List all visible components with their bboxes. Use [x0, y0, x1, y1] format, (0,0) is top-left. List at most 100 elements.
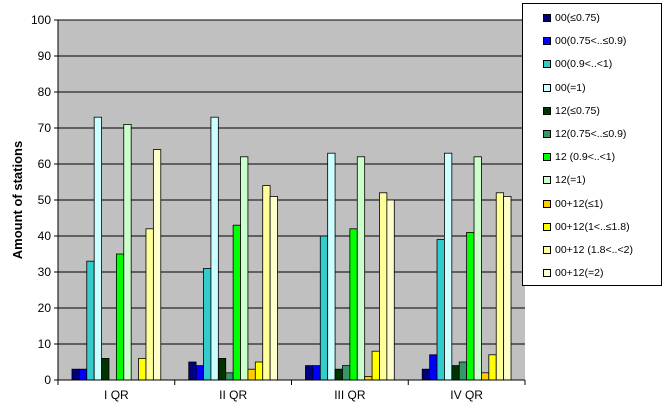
legend-item: 00+12 (1.8<..<2): [543, 243, 633, 257]
bar: [217, 357, 227, 381]
legend-label: 12(=1): [555, 174, 586, 187]
chart-legend: 00(≤0.75) 00(0.75<..≤0.9) 00(0.9<..<1) 00(=…: [522, 3, 662, 286]
bar: [451, 365, 460, 381]
y-tick-labels: 0 10 20 30 40 50 60 70 80 90 100: [31, 13, 51, 387]
bar: [342, 365, 351, 381]
bar: [188, 361, 197, 381]
y-tick-label: 30: [38, 265, 52, 279]
bar: [334, 368, 343, 381]
legend-label: 12 (0.9<..<1): [555, 151, 616, 164]
bar: [305, 365, 314, 381]
legend-label: 12(0.75<..≤0.9): [555, 128, 627, 140]
y-tick-label: 40: [38, 229, 52, 243]
y-tick-label: 80: [38, 85, 52, 99]
legend-item: 00(0.75<..≤0.9): [543, 34, 626, 48]
x-tick-label: I QR: [104, 388, 129, 402]
bar: [254, 361, 264, 381]
bar: [123, 124, 132, 381]
legend-swatch: [543, 106, 551, 115]
bar: [195, 365, 204, 381]
bar: [78, 368, 88, 381]
bar: [327, 152, 336, 381]
legend-swatch: [543, 199, 551, 208]
bar: [210, 116, 219, 381]
bar: [436, 239, 445, 381]
y-tick-label: 0: [44, 373, 51, 387]
y-tick-label: 90: [38, 49, 52, 63]
legend-swatch: [543, 83, 551, 92]
bar: [488, 354, 497, 381]
legend-item: 12(=1): [543, 173, 586, 187]
x-tick-labels: I QR II QR III QR IV QR: [104, 388, 483, 402]
bar: [93, 116, 102, 381]
legend-swatch: [543, 37, 551, 46]
bar: [247, 368, 256, 381]
y-axis-label: Amount of stations: [10, 141, 25, 259]
bar: [495, 192, 505, 381]
bar: [503, 195, 512, 381]
y-tick-label: 60: [38, 157, 52, 171]
legend-item: 00(≤0.75): [543, 11, 600, 25]
legend-label: 00(=1): [555, 81, 586, 94]
axes: [54, 19, 526, 385]
legend-item: 12(≤0.75): [543, 104, 600, 118]
bar: [466, 231, 475, 381]
y-tick-label: 70: [38, 121, 52, 135]
bar: [86, 260, 95, 381]
bar: [458, 361, 468, 381]
legend-item: 00+12(1<..≤1.8): [543, 220, 630, 234]
bar: [429, 354, 438, 381]
y-tick-label: 50: [38, 193, 52, 207]
bar: [71, 368, 80, 381]
bar: [240, 156, 249, 381]
bar: [262, 185, 271, 381]
legend-swatch: [543, 176, 551, 185]
bar: [364, 375, 373, 381]
legend-label: 00+12(1<..≤1.8): [555, 220, 630, 233]
legend-label: 00+12 (1.8<..<2): [555, 244, 633, 256]
y-tick-label: 10: [38, 337, 52, 351]
legend-item: 00+12(=2): [543, 266, 603, 280]
legend-swatch: [543, 130, 551, 138]
bar: [145, 228, 154, 381]
legend-label: 00(0.9<..<1): [555, 58, 613, 71]
bar: [152, 149, 162, 381]
x-tick-label: IV QR: [450, 388, 483, 402]
bar: [115, 253, 125, 381]
legend-label: 12(≤0.75): [555, 104, 600, 117]
legend-label: 00(0.75<..≤0.9): [555, 35, 627, 48]
bar: [444, 152, 453, 381]
bar: [421, 368, 431, 381]
y-tick-label: 100: [31, 13, 51, 27]
legend-swatch: [543, 246, 551, 254]
bar: [138, 357, 147, 381]
legend-item: 00(0.9<..<1): [543, 57, 612, 71]
bar: [225, 372, 234, 381]
bar: [481, 372, 490, 381]
bar: [101, 357, 110, 381]
legend-item: 12 (0.9<..<1): [543, 150, 615, 164]
legend-item: 00+12(≤1): [543, 197, 603, 211]
bar: [379, 192, 388, 381]
bar: [319, 235, 329, 381]
legend-swatch: [543, 222, 551, 231]
legend-item: 12(0.75<..≤0.9): [543, 127, 626, 141]
y-tick-label: 20: [38, 301, 52, 315]
legend-label: 00+12(=2): [555, 267, 604, 280]
bar: [356, 156, 366, 381]
legend-label: 00(≤0.75): [555, 12, 600, 24]
bar: [232, 224, 241, 381]
legend-item: 00(=1): [543, 81, 586, 95]
bar: [473, 156, 482, 381]
bar: [203, 267, 212, 381]
legend-swatch: [543, 153, 551, 162]
legend-swatch: [543, 269, 551, 278]
bar: [371, 350, 380, 381]
x-tick-label: II QR: [219, 388, 247, 402]
legend-label: 00+12(≤1): [555, 197, 604, 210]
bar: [269, 195, 278, 381]
legend-swatch: [543, 14, 551, 22]
bar: [349, 228, 358, 381]
bar: [386, 199, 395, 381]
